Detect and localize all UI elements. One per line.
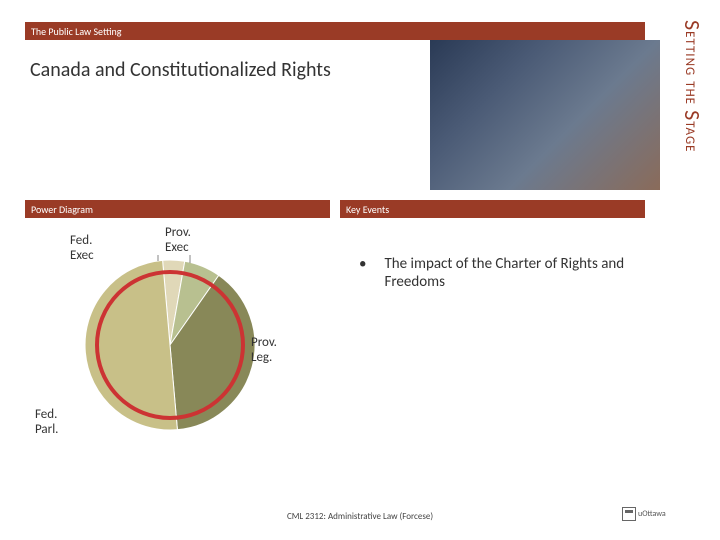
key-events-list: • The impact of the Charter of Rights an…: [355, 255, 655, 291]
building-icon: [622, 507, 636, 521]
breadcrumb-bar: The Public Law Setting: [25, 22, 645, 40]
section-right-text: Key Events: [346, 203, 389, 216]
page-title: Canada and Constitutionalized Rights: [30, 58, 331, 82]
vertical-section-title: Setting the Stage: [679, 20, 706, 153]
list-item: • The impact of the Charter of Rights an…: [355, 255, 655, 291]
bullet-text: The impact of the Charter of Rights and …: [384, 255, 655, 291]
uottawa-logo: uOttawa: [622, 504, 670, 524]
section-left-text: Power Diagram: [31, 203, 93, 216]
section-label-key-events: Key Events: [340, 200, 645, 218]
pie-label-fed-parl: Fed. Parl.: [35, 407, 58, 437]
pie-label-prov-exec: Prov. Exec: [165, 225, 191, 255]
pie-label-prov-leg: Prov. Leg.: [251, 335, 277, 365]
pie-label-fed-exec: Fed. Exec: [70, 233, 94, 263]
power-diagram-chart: Fed. Exec Prov. Exec Prov. Leg. Fed. Par…: [35, 225, 315, 470]
pie-chart-svg: [80, 255, 260, 435]
bullet-icon: •: [359, 255, 366, 291]
hero-image: [430, 40, 660, 190]
breadcrumb-text: The Public Law Setting: [31, 25, 122, 38]
section-label-power-diagram: Power Diagram: [25, 200, 330, 218]
footer-course-text: CML 2312: Administrative Law (Forcese): [0, 511, 720, 522]
logo-text: uOttawa: [638, 509, 666, 519]
